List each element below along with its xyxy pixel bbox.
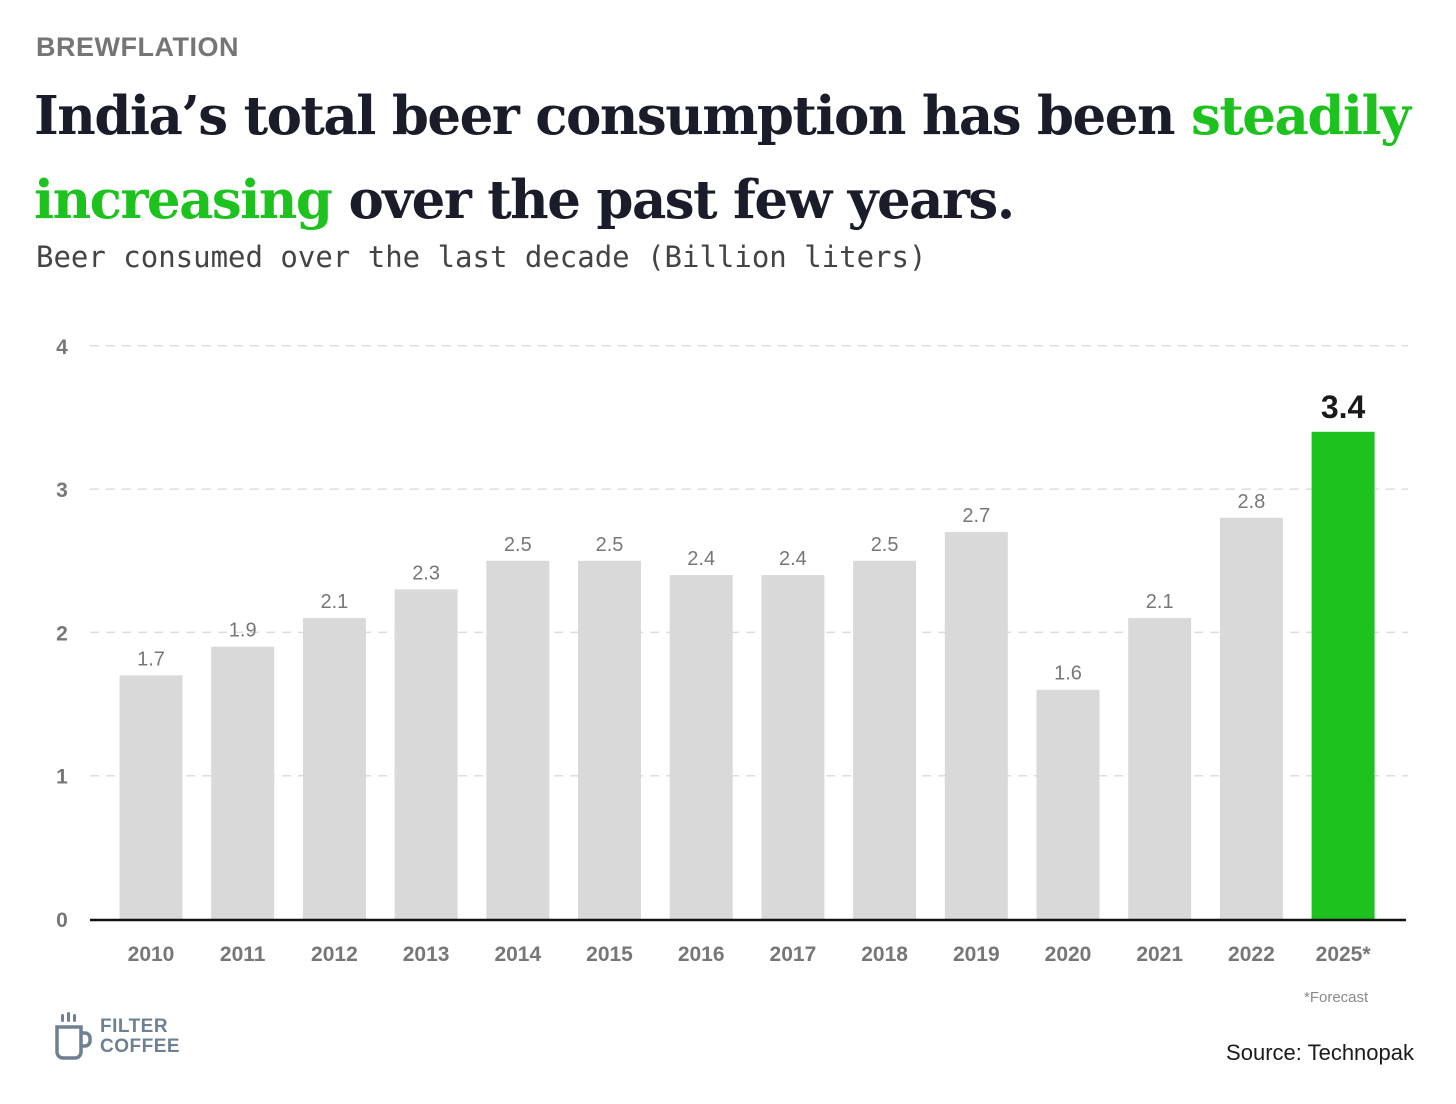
y-tick-label: 1 — [56, 766, 68, 789]
x-tick-label: 2020 — [1045, 943, 1092, 966]
x-tick-label: 2021 — [1136, 943, 1183, 966]
x-tick-label: 2017 — [770, 943, 817, 966]
headline-part2: over the past few years. — [331, 169, 1015, 231]
data-label: 3.4 — [1321, 389, 1366, 425]
bar — [302, 618, 366, 919]
x-tick-label: 2018 — [861, 943, 908, 966]
bar — [1128, 618, 1192, 919]
data-label: 2.8 — [1237, 491, 1265, 513]
headline-part1: India’s total beer consumption has been — [34, 85, 1191, 147]
x-tick-label: 2025* — [1316, 943, 1372, 966]
data-label: 2.5 — [596, 534, 624, 556]
data-label: 2.7 — [962, 505, 990, 527]
data-label: 2.1 — [1146, 591, 1174, 613]
bar — [1311, 431, 1375, 919]
data-label: 2.1 — [320, 591, 348, 613]
coffee-mug-icon — [55, 1012, 92, 1060]
filter-coffee-logo: FILTER COFFEE — [54, 1012, 180, 1062]
data-label: 2.5 — [871, 534, 899, 556]
x-tick-label: 2016 — [678, 943, 725, 966]
x-tick-label: 2013 — [403, 943, 450, 966]
x-tick-label: 2011 — [220, 943, 266, 966]
data-label: 2.4 — [779, 548, 807, 570]
data-label: 2.5 — [504, 534, 532, 556]
x-tick-label: 2014 — [494, 943, 541, 966]
chart-subtitle: Beer consumed over the last decade (Bill… — [36, 240, 927, 274]
x-tick-label: 2012 — [311, 943, 358, 966]
bar — [1036, 689, 1100, 919]
bar — [211, 646, 275, 919]
data-label: 2.4 — [687, 548, 715, 570]
bar — [394, 589, 458, 919]
y-tick-label: 0 — [56, 909, 68, 932]
headline: India’s total beer consumption has been … — [34, 74, 1434, 242]
bar — [578, 560, 641, 919]
x-tick-label: 2015 — [586, 943, 633, 966]
y-tick-label: 3 — [56, 479, 68, 502]
y-tick-label: 4 — [56, 336, 68, 359]
bar — [1219, 517, 1283, 919]
bar — [486, 560, 550, 919]
data-label: 1.6 — [1054, 663, 1082, 685]
bar — [853, 560, 917, 919]
x-tick-label: 2022 — [1228, 943, 1275, 966]
headline-highlight-steadily: steadily — [1190, 85, 1411, 147]
logo-wordmark: FILTER COFFEE — [100, 1017, 180, 1057]
x-tick-label: 2019 — [953, 943, 1000, 966]
bar — [119, 675, 183, 919]
source-credit: Source: Technopak — [1226, 1040, 1414, 1065]
data-label: 1.7 — [137, 648, 165, 670]
data-label: 1.9 — [229, 620, 257, 642]
headline-highlight-increasing: increasing — [34, 169, 333, 231]
bar — [761, 575, 825, 919]
data-label: 2.3 — [412, 562, 440, 584]
kicker: BREWFLATION — [36, 32, 239, 62]
bar-chart: 0 1 2 3 4 1.7 2010 1.9 2011 2.1 2012 2.3 2013 2.5 2014… — [56, 336, 1408, 966]
x-tick-label: 2010 — [128, 943, 175, 966]
bar — [944, 532, 1008, 919]
bar — [669, 575, 733, 919]
forecast-footnote: *Forecast — [1304, 989, 1369, 1006]
logo-line1: FILTER — [100, 1016, 169, 1037]
logo-line2: COFFEE — [100, 1036, 181, 1057]
y-tick-label: 2 — [56, 622, 68, 645]
